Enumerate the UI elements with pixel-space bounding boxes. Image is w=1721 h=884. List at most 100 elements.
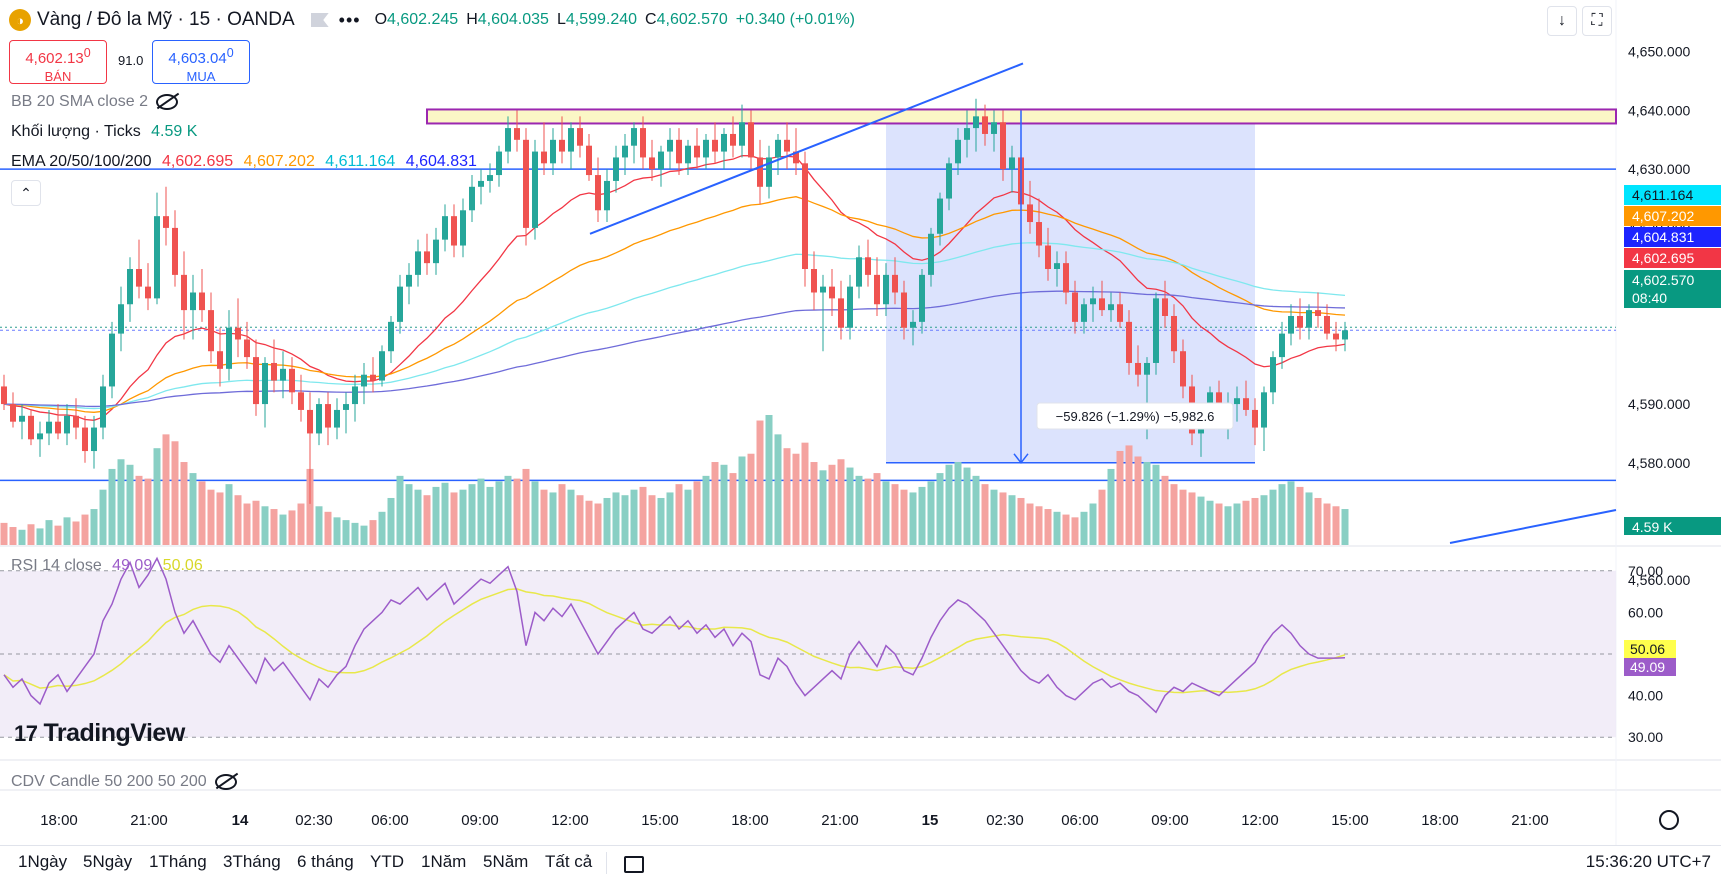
candle-body[interactable] <box>1306 310 1312 328</box>
candle-body[interactable] <box>1252 409 1258 428</box>
candle-body[interactable] <box>586 145 592 176</box>
candle-body[interactable] <box>928 233 934 275</box>
candle-body[interactable] <box>667 139 673 152</box>
candle-body[interactable] <box>370 374 376 381</box>
candle-body[interactable] <box>694 145 700 158</box>
candle-body[interactable] <box>1333 333 1339 340</box>
candle-body[interactable] <box>874 274 880 305</box>
candle-body[interactable] <box>361 374 367 387</box>
candle-body[interactable] <box>1342 330 1348 340</box>
rsi-legend[interactable]: RSI 14 close 49.09 50.06 <box>11 557 203 575</box>
candle-body[interactable] <box>415 251 421 275</box>
candle-body[interactable] <box>1324 315 1330 334</box>
candle-body[interactable] <box>244 339 250 358</box>
candle-body[interactable] <box>433 239 439 264</box>
range-3m-button[interactable]: 3Tháng <box>223 852 281 871</box>
range-ytd-button[interactable]: YTD <box>370 852 404 871</box>
candle-body[interactable] <box>343 404 349 410</box>
candle-body[interactable] <box>829 286 835 299</box>
candle-body[interactable] <box>577 128 583 146</box>
candle-body[interactable] <box>379 351 385 381</box>
candle-body[interactable] <box>1090 298 1096 305</box>
candle-body[interactable] <box>289 368 295 393</box>
candle-body[interactable] <box>109 333 115 387</box>
range-6m-button[interactable]: 6 tháng <box>297 852 354 871</box>
candle-body[interactable] <box>559 139 565 152</box>
candle-body[interactable] <box>1063 263 1069 293</box>
flag-icon[interactable] <box>310 13 329 27</box>
candle-body[interactable] <box>10 404 16 422</box>
candle-body[interactable] <box>226 327 232 369</box>
candle-body[interactable] <box>982 116 988 134</box>
candle-body[interactable] <box>1081 304 1087 322</box>
candle-body[interactable] <box>946 163 952 199</box>
candle-body[interactable] <box>1 386 7 405</box>
range-all-button[interactable]: Tất cả <box>545 852 593 871</box>
candle-body[interactable] <box>1279 333 1285 358</box>
calendar-icon[interactable] <box>624 856 644 873</box>
candle-body[interactable] <box>1315 310 1321 316</box>
candle-body[interactable] <box>622 145 628 158</box>
candle-body[interactable] <box>487 175 493 181</box>
candle-body[interactable] <box>613 157 619 181</box>
candle-body[interactable] <box>964 128 970 140</box>
candle-body[interactable] <box>1144 362 1150 375</box>
candle-body[interactable] <box>721 133 727 152</box>
tradingview-logo[interactable]: 17 TradingView <box>14 719 185 748</box>
candle-body[interactable] <box>1045 245 1051 270</box>
symbol-title[interactable]: Vàng / Đô la Mỹ · 15 · OANDA <box>37 9 295 30</box>
candle-body[interactable] <box>1207 392 1213 410</box>
clock[interactable]: 15:36:20 UTC+7 <box>1585 852 1711 871</box>
candle-body[interactable] <box>793 151 799 164</box>
candle-body[interactable] <box>424 251 430 264</box>
candle-body[interactable] <box>100 386 106 428</box>
candle-body[interactable] <box>280 368 286 381</box>
candle-body[interactable] <box>937 198 943 234</box>
candle-body[interactable] <box>442 216 448 240</box>
candle-body[interactable] <box>910 321 916 328</box>
candle-body[interactable] <box>892 274 898 293</box>
candle-body[interactable] <box>991 122 997 134</box>
candle-body[interactable] <box>919 274 925 322</box>
trend-line[interactable] <box>1449 509 1617 544</box>
candle-body[interactable] <box>388 321 394 352</box>
candle-body[interactable] <box>91 427 97 452</box>
candle-body[interactable] <box>1117 304 1123 322</box>
gear-icon[interactable] <box>1659 810 1679 830</box>
candle-body[interactable] <box>766 157 772 187</box>
candle-body[interactable] <box>73 415 79 428</box>
candle-body[interactable] <box>523 139 529 228</box>
candle-body[interactable] <box>730 133 736 146</box>
candle-body[interactable] <box>847 286 853 328</box>
candle-body[interactable] <box>451 216 457 246</box>
candle-body[interactable] <box>37 433 43 440</box>
candle-body[interactable] <box>82 427 88 452</box>
candle-body[interactable] <box>712 139 718 152</box>
candle-body[interactable] <box>181 274 187 311</box>
candle-body[interactable] <box>1126 321 1132 363</box>
candle-body[interactable] <box>199 292 205 311</box>
candle-body[interactable] <box>1297 315 1303 328</box>
candle-body[interactable] <box>1000 122 1006 170</box>
candle-body[interactable] <box>685 145 691 164</box>
candle-body[interactable] <box>397 286 403 322</box>
candle-body[interactable] <box>1261 392 1267 428</box>
candle-body[interactable] <box>532 151 538 228</box>
candle-body[interactable] <box>136 269 142 287</box>
candle-body[interactable] <box>460 210 466 246</box>
candle-body[interactable] <box>649 157 655 170</box>
candle-body[interactable] <box>865 257 871 275</box>
candle-body[interactable] <box>703 139 709 158</box>
range-1d-button[interactable]: 1Ngày <box>18 852 68 871</box>
candle-body[interactable] <box>208 310 214 352</box>
candle-body[interactable] <box>856 257 862 287</box>
candle-body[interactable] <box>406 274 412 287</box>
range-1y-button[interactable]: 1Năm <box>421 852 467 871</box>
candle-body[interactable] <box>145 286 151 299</box>
candle-body[interactable] <box>568 128 574 152</box>
candle-body[interactable] <box>883 274 889 305</box>
download-button[interactable]: ↓ <box>1547 6 1577 36</box>
candle-body[interactable] <box>1270 357 1276 393</box>
